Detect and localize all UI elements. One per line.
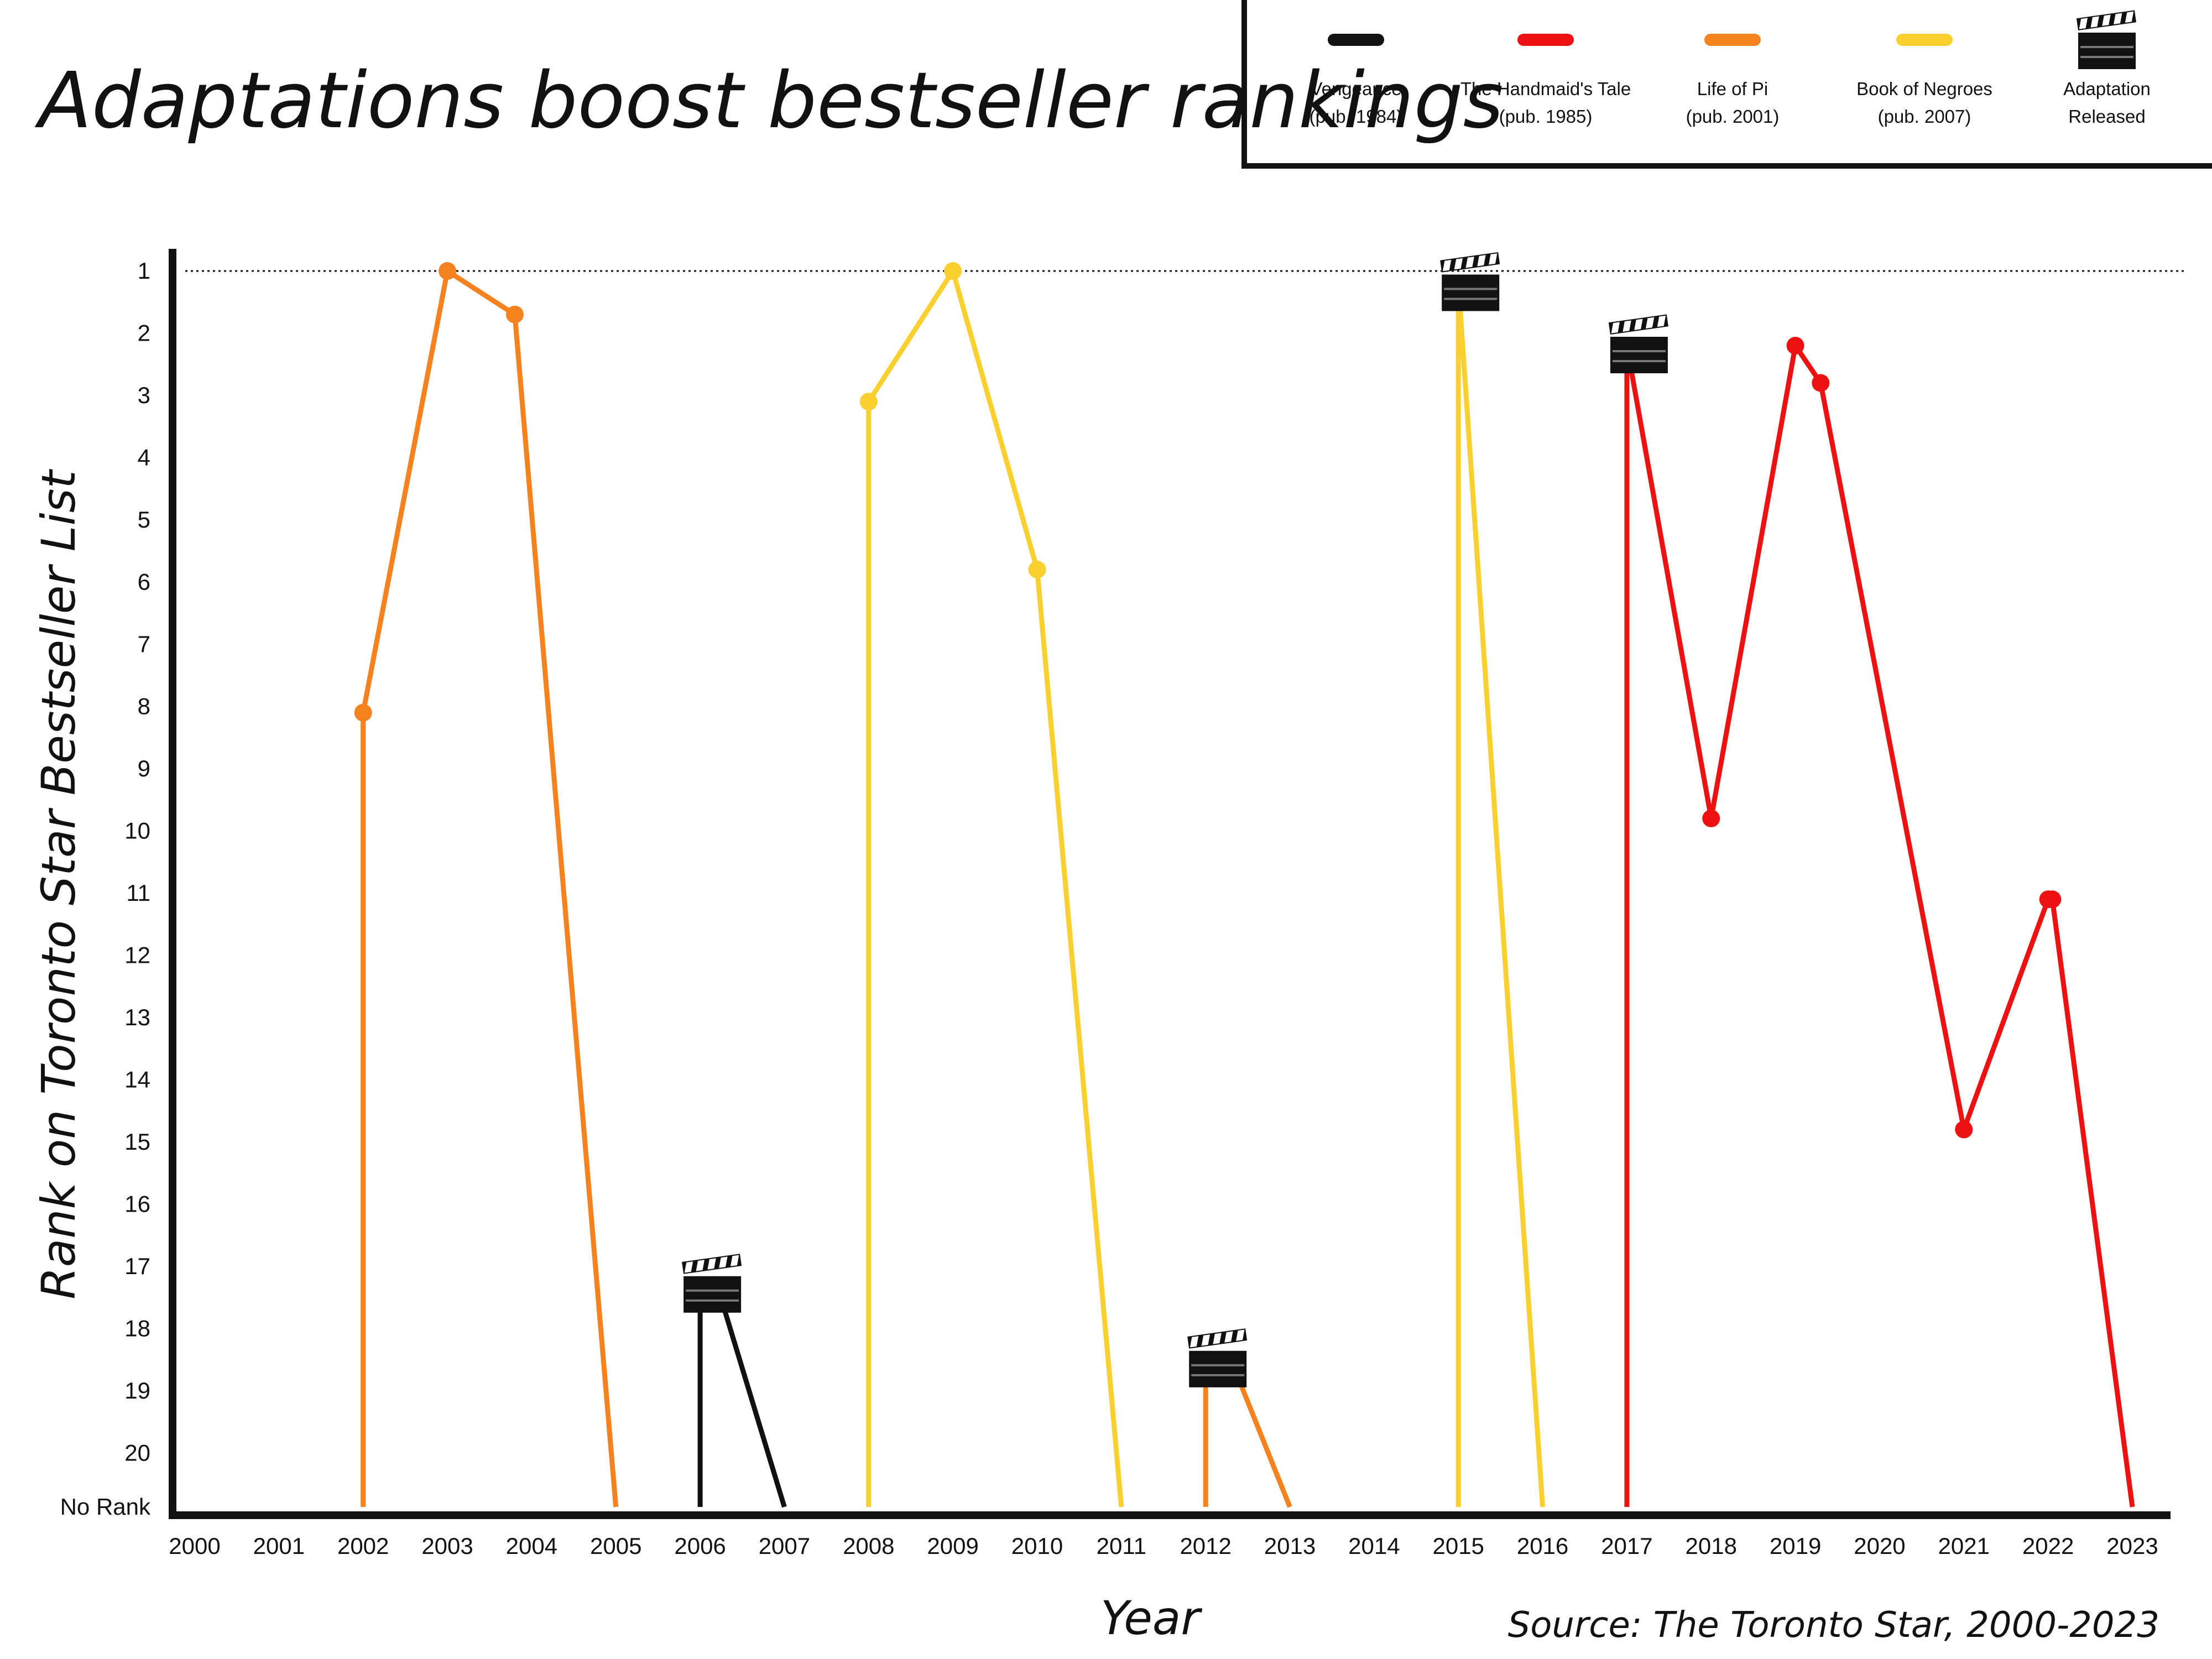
- x-tick-label: 2004: [506, 1533, 557, 1559]
- x-tick-label: 2018: [1686, 1533, 1737, 1559]
- clapperboard-icon: [682, 1254, 742, 1313]
- y-tick-label: 12: [124, 942, 150, 968]
- x-tick-label: 2020: [1854, 1533, 1905, 1559]
- y-tick-label: 7: [138, 631, 150, 657]
- legend-sublabel: Released: [2068, 106, 2145, 127]
- series-book-of-negroes: [859, 262, 1546, 1507]
- clapperboard-icon: [1608, 314, 1668, 373]
- legend-item: Vengeance (pub. 1984): [1310, 34, 1403, 127]
- legend: Vengeance (pub. 1984) The Handmaid's Tale (…: [1241, 0, 2212, 169]
- y-tick-label: 11: [126, 880, 150, 906]
- x-axis-title: Year: [1100, 1591, 1202, 1645]
- x-tick-label: 2013: [1264, 1533, 1316, 1559]
- y-tick-label: 6: [138, 569, 150, 595]
- data-point: [439, 262, 457, 280]
- y-tick-label: 18: [124, 1316, 150, 1342]
- source-note: Source: The Toronto Star, 2000-2023: [1508, 1605, 2159, 1646]
- series-layer: [354, 262, 2135, 1508]
- data-point: [1028, 561, 1046, 578]
- x-tick-label: 2005: [590, 1533, 641, 1559]
- series-line: [697, 1282, 787, 1508]
- x-tick-label: 2012: [1180, 1533, 1231, 1559]
- y-tick-label: No Rank: [60, 1494, 151, 1520]
- legend-item: Life of Pi (pub. 2001): [1686, 34, 1780, 127]
- x-tick-label: 2017: [1601, 1533, 1652, 1559]
- legend-sublabel: (pub. 1984): [1310, 106, 1403, 127]
- legend-sublabel: (pub. 1985): [1499, 106, 1593, 127]
- y-tick-label: 2: [138, 320, 150, 346]
- x-tick-label: 2023: [2106, 1533, 2158, 1559]
- x-tick-label: 2002: [337, 1533, 389, 1559]
- legend-item: Adaptation Released: [2063, 10, 2151, 127]
- adaptation-markers: [682, 252, 1668, 1387]
- x-tick-label: 2019: [1770, 1533, 1821, 1559]
- x-tick-label: 2015: [1432, 1533, 1484, 1559]
- y-tick-label: 9: [138, 755, 150, 781]
- y-tick-label: 20: [124, 1440, 150, 1466]
- x-tick-label: 2014: [1348, 1533, 1400, 1559]
- x-tick-label: 2007: [759, 1533, 810, 1559]
- series-the-handmaid-s-tale: [1624, 337, 2135, 1507]
- x-tick-label: 2003: [421, 1533, 473, 1559]
- y-tick-label: 14: [124, 1067, 150, 1093]
- legend-label: Vengeance: [1310, 79, 1401, 99]
- x-tick-label: 2006: [674, 1533, 726, 1559]
- y-tick-label: 15: [124, 1129, 150, 1155]
- data-point: [859, 393, 878, 411]
- legend-border: [1241, 0, 2212, 169]
- data-point: [2043, 890, 2062, 909]
- y-tick-label: 8: [138, 693, 150, 719]
- x-tick-label: 2022: [2022, 1533, 2074, 1559]
- data-point: [1955, 1120, 1973, 1139]
- legend-sublabel: (pub. 2001): [1686, 106, 1780, 127]
- clapperboard-icon: [1187, 1328, 1248, 1387]
- legend-label: Life of Pi: [1697, 79, 1768, 99]
- legend-item: Book of Negroes (pub. 2007): [1856, 34, 1992, 127]
- series-life-of-pi: [354, 262, 1292, 1508]
- clapperboard-icon: [1440, 252, 1500, 311]
- y-tick-label: 19: [124, 1378, 150, 1404]
- legend-items: Vengeance (pub. 1984) The Handmaid's Tale (…: [1310, 10, 2151, 127]
- y-tick-label: 13: [124, 1004, 150, 1030]
- y-tick-label: 3: [138, 382, 150, 408]
- y-tick-label: 4: [138, 445, 150, 471]
- data-point: [944, 262, 962, 280]
- x-tick-label: 2011: [1097, 1533, 1146, 1559]
- series-line: [866, 268, 1546, 1507]
- y-tick-label: 1: [138, 258, 150, 284]
- y-tick-label: 5: [138, 507, 150, 533]
- legend-label: Book of Negroes: [1856, 79, 1992, 99]
- data-point: [505, 305, 524, 324]
- series-line: [361, 268, 1292, 1508]
- x-tick-label: 2000: [169, 1533, 220, 1559]
- legend-sublabel: (pub. 2007): [1878, 106, 1971, 127]
- x-tick-label: 2021: [1938, 1533, 1990, 1559]
- x-tick-label: 2009: [927, 1533, 978, 1559]
- y-axis-title: Rank on Toronto Star Bestseller List: [32, 468, 86, 1299]
- y-tick-label: 10: [124, 818, 150, 844]
- series-line: [1624, 343, 2135, 1507]
- data-point: [354, 703, 372, 722]
- x-tick-label: 2016: [1517, 1533, 1568, 1559]
- y-tick-label: 17: [124, 1253, 150, 1279]
- series-vengeance: [697, 1282, 787, 1508]
- legend-item: The Handmaid's Tale (pub. 1985): [1460, 34, 1631, 127]
- x-axis-ticks: 2000 2001 2002 2003 2004 2005 2006 2007 2008 2009…: [169, 1533, 2158, 1559]
- legend-label: Adaptation: [2063, 79, 2151, 99]
- chart-title: Adaptations boost bestseller rankings: [34, 56, 1504, 146]
- data-point: [1812, 374, 1830, 392]
- data-point: [1702, 810, 1720, 827]
- x-tick-label: 2001: [253, 1533, 305, 1559]
- x-tick-label: 2008: [843, 1533, 894, 1559]
- legend-label: The Handmaid's Tale: [1460, 79, 1631, 99]
- x-tick-label: 2010: [1011, 1533, 1063, 1559]
- data-point: [1786, 337, 1804, 354]
- clapperboard-icon: [2076, 10, 2136, 69]
- y-tick-label: 16: [124, 1191, 150, 1217]
